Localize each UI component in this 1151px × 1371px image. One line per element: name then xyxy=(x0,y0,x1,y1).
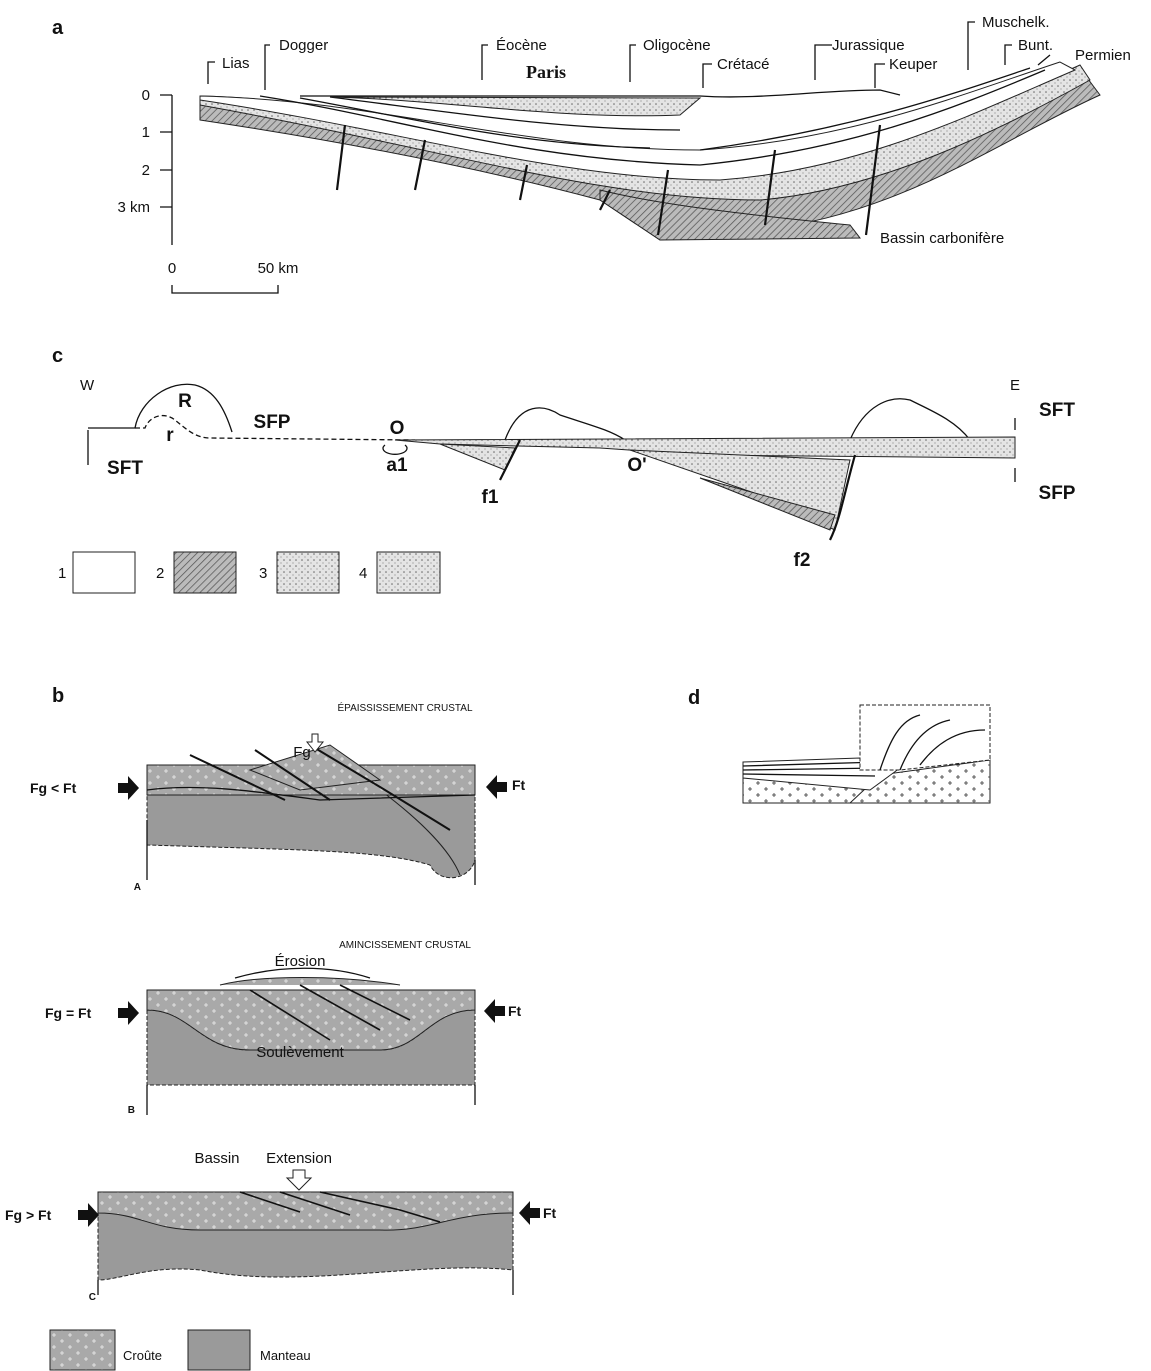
feature-label: O' xyxy=(627,455,646,476)
direction-label: W xyxy=(80,377,95,394)
drawing-part xyxy=(330,97,700,116)
legend-label: 1 xyxy=(58,565,66,582)
depth-label: 0 xyxy=(142,87,150,104)
formation-label: Permien xyxy=(1075,47,1131,64)
formation-label: Bunt. xyxy=(1018,37,1053,54)
feature-label: SFP xyxy=(254,412,291,433)
panel-label: c xyxy=(52,345,63,367)
feature-label: r xyxy=(166,425,174,446)
scale-label: 50 km xyxy=(258,260,299,277)
extension-arrow xyxy=(287,1170,311,1190)
figure: a 0 1 2 3 km 0 50 km Lias Dogger Éocène … xyxy=(0,0,1151,1371)
legend-label: 3 xyxy=(259,565,267,582)
section-d xyxy=(743,705,990,803)
section-a xyxy=(200,62,1100,240)
depth-label: 3 km xyxy=(117,199,150,216)
force-label: Fg = Ft xyxy=(45,1005,92,1021)
formation-label: Muschelk. xyxy=(982,14,1050,31)
feature-label: f2 xyxy=(794,550,811,571)
drawing-part xyxy=(160,95,172,207)
force-label: Ft xyxy=(508,1003,522,1019)
stage-c xyxy=(98,1192,513,1295)
drawing-part xyxy=(88,384,232,432)
force-arrow xyxy=(118,1001,139,1025)
annotation: Extension xyxy=(266,1150,332,1167)
force-label: Fg < Ft xyxy=(30,780,77,796)
city-label: Paris xyxy=(526,62,566,82)
legend-label: Croûte xyxy=(123,1348,162,1363)
legend-swatch xyxy=(174,552,236,593)
drawing-part xyxy=(860,705,990,770)
direction-label: E xyxy=(1010,377,1020,394)
panel-label: b xyxy=(52,685,64,707)
force-label: Ft xyxy=(543,1205,557,1221)
depth-ticks xyxy=(160,95,172,207)
scale-label: 0 xyxy=(168,260,176,277)
basin-label: Bassin carbonifère xyxy=(880,230,1004,247)
legend-swatch xyxy=(50,1330,115,1370)
stage-title: ÉPAISSISSEMENT CRUSTAL xyxy=(337,701,472,714)
annotation: Soulèvement xyxy=(256,1044,344,1061)
feature-label: SFT xyxy=(1039,400,1075,421)
feature-label: a1 xyxy=(386,455,408,476)
formation-label: Dogger xyxy=(279,37,328,54)
feature-label: SFP xyxy=(1039,483,1076,504)
stage-tag: B xyxy=(128,1105,135,1116)
legend-label: Manteau xyxy=(260,1348,311,1363)
drawing-part xyxy=(505,399,970,440)
force-arrow xyxy=(519,1201,540,1225)
drawing-part xyxy=(220,978,400,986)
scale-bar xyxy=(172,285,278,293)
force-arrow xyxy=(486,775,507,799)
legend-swatch xyxy=(188,1330,250,1370)
drawing-part xyxy=(383,445,407,454)
formation-label: Jurassique xyxy=(832,37,905,54)
force-arrow xyxy=(78,1203,99,1227)
depth-label: 1 xyxy=(142,124,150,141)
drawing-part xyxy=(440,444,515,470)
force-arrow xyxy=(484,999,505,1023)
depth-label: 2 xyxy=(142,162,150,179)
force-label: Fg > Ft xyxy=(5,1207,52,1223)
force-label: Ft xyxy=(512,777,526,793)
legend-label: 2 xyxy=(156,565,164,582)
stage-a xyxy=(147,734,475,885)
legend-swatch xyxy=(73,552,135,593)
formation-label: Crétacé xyxy=(717,56,770,73)
legend-swatch xyxy=(277,552,339,593)
force-arrow xyxy=(118,776,139,800)
stage-tag: A xyxy=(134,882,141,893)
stage-title: AMINCISSEMENT CRUSTAL xyxy=(339,940,471,951)
section-c xyxy=(88,384,1015,540)
legend-swatch xyxy=(377,552,440,593)
drawing-part xyxy=(147,1085,475,1115)
drawing-part xyxy=(300,90,900,97)
force-label: Fg xyxy=(293,744,311,761)
legend-label: 4 xyxy=(359,565,367,582)
feature-label: f1 xyxy=(482,487,499,508)
annotation: Érosion xyxy=(275,953,326,970)
annotation: Bassin xyxy=(194,1150,239,1167)
formation-label: Keuper xyxy=(889,56,937,73)
panel-label: d xyxy=(688,687,700,709)
formation-label: Oligocène xyxy=(643,37,711,54)
formation-label: Éocène xyxy=(496,37,547,54)
panel-label: a xyxy=(52,17,64,39)
feature-label: O xyxy=(390,418,405,439)
drawing-part xyxy=(147,795,475,878)
feature-label: R xyxy=(178,391,192,412)
formation-label: Lias xyxy=(222,55,250,72)
feature-label: SFT xyxy=(107,458,143,479)
stage-tag: C xyxy=(89,1292,96,1303)
